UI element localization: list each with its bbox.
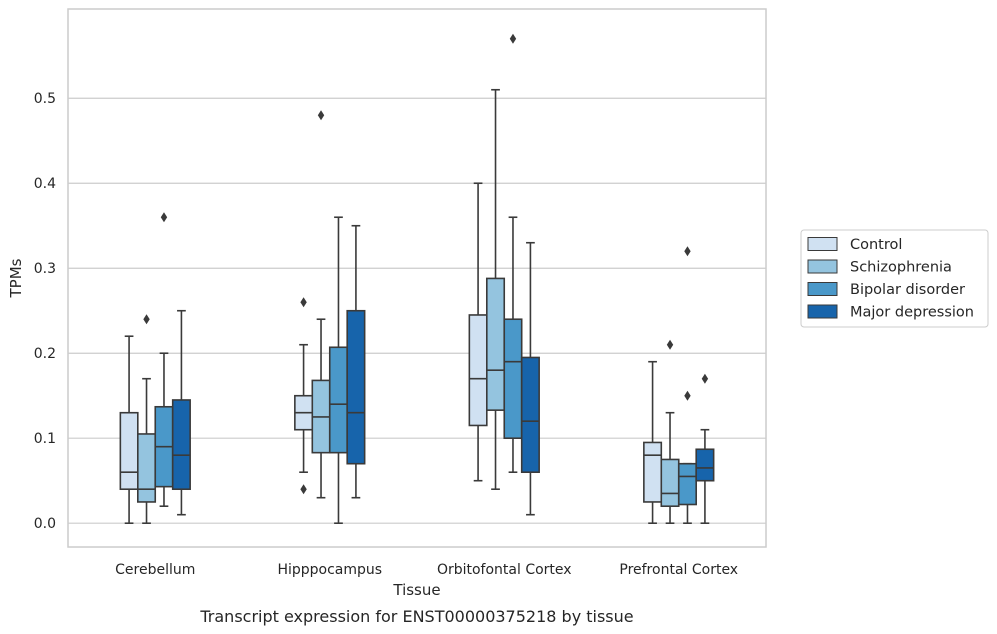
iqr-box — [520, 356, 540, 474]
box-3-3 — [695, 373, 715, 525]
outlier-point — [666, 339, 674, 350]
box-0-1 — [137, 314, 157, 525]
iqr-box — [328, 346, 349, 454]
outlier-point — [300, 297, 307, 308]
y-tick-label: 0.3 — [34, 261, 56, 277]
box-1-1 — [311, 110, 331, 499]
x-tick-labels: Cerebellum Hipppocampus Orbitofontal Corte… — [115, 562, 738, 578]
y-tick-label: 0.5 — [34, 91, 56, 107]
y-axis-title: TPMs — [7, 258, 25, 298]
legend-swatch — [807, 282, 838, 296]
iqr-box — [171, 399, 191, 491]
legend-swatch — [807, 237, 838, 251]
iqr-box — [503, 318, 523, 440]
iqr-box — [485, 277, 506, 411]
y-tick-labels: 0.0 0.1 0.2 0.3 0.4 0.5 — [34, 91, 56, 532]
legend-swatch — [807, 259, 838, 274]
box-0-2 — [154, 212, 174, 508]
chart-caption: Transcript expression for ENST0000037521… — [199, 607, 633, 626]
x-axis-title: Tissue — [392, 581, 440, 599]
box-2-0 — [468, 182, 488, 482]
box-0-3 — [171, 309, 191, 516]
iqr-box — [660, 458, 680, 508]
legend-swatch — [807, 304, 838, 319]
legend-items: Control Schizophrenia Bipolar disorder Majo… — [807, 237, 974, 321]
iqr-box — [119, 411, 139, 491]
box-1-2 — [328, 216, 349, 525]
box-2-1 — [485, 88, 506, 491]
outlier-point — [300, 484, 307, 495]
iqr-box — [695, 448, 715, 482]
x-tick-label: Cerebellum — [115, 562, 195, 578]
outlier-point — [509, 33, 517, 44]
box-0-0 — [119, 335, 139, 525]
box-2-2 — [503, 33, 523, 474]
x-tick-label: Prefrontal Cortex — [619, 562, 738, 578]
box-1-0 — [294, 297, 314, 495]
outlier-point — [160, 212, 168, 223]
box-3-0 — [643, 360, 663, 525]
plot-frame — [67, 8, 767, 548]
outlier-point — [143, 314, 150, 325]
legend-label: Major depression — [850, 305, 974, 321]
legend: Control Schizophrenia Bipolar disorder Majo… — [800, 229, 989, 328]
x-tick-label: Orbitofontal Cortex — [437, 562, 572, 578]
x-tick-label: Hipppocampus — [277, 562, 382, 578]
legend-frame — [800, 229, 989, 328]
box-3-2 — [677, 246, 698, 525]
legend-label: Bipolar disorder — [850, 282, 965, 298]
iqr-box — [346, 309, 366, 465]
y-tick-label: 0.2 — [34, 346, 56, 362]
outlier-point — [684, 246, 691, 257]
y-tick-label: 0.4 — [34, 176, 56, 192]
box-3-1 — [660, 339, 680, 525]
legend-label: Schizophrenia — [850, 260, 952, 276]
outlier-point — [317, 110, 325, 121]
iqr-box — [677, 462, 698, 506]
box-1-3 — [346, 224, 366, 499]
iqr-box — [137, 433, 157, 503]
legend-label: Control — [850, 237, 902, 253]
box-2-3 — [520, 241, 540, 516]
outlier-point — [701, 373, 709, 384]
y-tick-label: 0.0 — [34, 516, 56, 532]
box-series-layer — [119, 33, 715, 525]
y-tick-label: 0.1 — [34, 431, 56, 447]
iqr-box — [468, 314, 488, 427]
outlier-point — [684, 390, 691, 401]
iqr-box — [643, 441, 663, 503]
